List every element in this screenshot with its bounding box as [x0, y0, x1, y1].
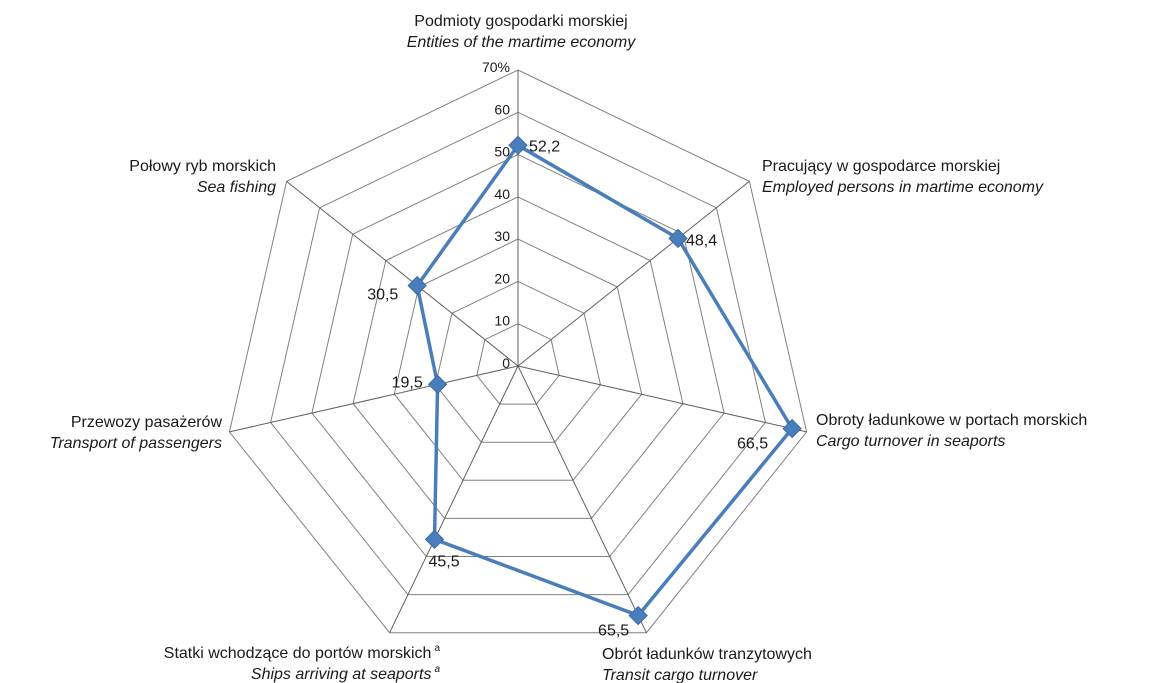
tick-label: 50 — [494, 144, 510, 160]
data-point — [782, 418, 802, 439]
axis-label-pl: Podmioty gospodarki morskiej — [414, 13, 627, 30]
axis-label-en: Transit cargo turnover — [602, 667, 758, 683]
data-point — [424, 529, 445, 550]
spoke-4 — [389, 365, 519, 633]
axis-label-en: Employed persons in martime economy — [762, 179, 1044, 196]
grid-ring-40 — [352, 196, 684, 519]
data-labels: 52,2 48,4 66,5 65,5 45,5 19,5 30,5 — [367, 138, 768, 639]
axis-label-en: Entities of the martime economy — [407, 34, 637, 51]
spoke-3 — [517, 365, 647, 633]
tick-label: 40 — [494, 186, 510, 202]
series-layer — [407, 135, 802, 626]
grid — [228, 69, 808, 634]
axis-label-en: Cargo turnover in seaports — [816, 433, 1005, 450]
data-point — [508, 135, 528, 155]
spoke-6 — [286, 181, 519, 367]
axis-label-en: Sea fishing — [197, 179, 276, 196]
data-point — [427, 374, 448, 395]
grid-ring-20 — [434, 280, 602, 443]
grid-ring-60 — [270, 111, 766, 596]
data-label: 45,5 — [429, 553, 460, 570]
axis-label-pl: Pracujący w gospodarce morskiej — [762, 158, 1000, 175]
spoke-5 — [229, 365, 519, 433]
grid-ring-70 — [228, 69, 808, 634]
data-label: 48,4 — [686, 232, 717, 249]
tick-labels: 0 10 20 30 40 50 60 70% — [482, 59, 510, 371]
tick-label: 60 — [494, 101, 510, 117]
axis-label-pl: Połowy ryb morskich — [129, 158, 276, 175]
data-label: 19,5 — [392, 374, 423, 391]
grid-ring-30 — [393, 238, 643, 481]
data-point — [668, 228, 688, 249]
axis-label-en: Ships arriving at seaports a — [251, 664, 441, 683]
tick-label: 20 — [494, 270, 510, 286]
data-label: 52,2 — [529, 138, 560, 155]
axis-labels: Podmioty gospodarki morskiej Entities of … — [50, 13, 1087, 683]
axis-label-pl: Przewozy pasażerów — [71, 414, 223, 431]
grid-ring-10 — [476, 323, 560, 405]
data-label: 30,5 — [367, 287, 398, 304]
data-label: 66,5 — [737, 436, 768, 453]
tick-label: 30 — [494, 228, 510, 244]
series-line — [415, 143, 794, 618]
tick-label: 10 — [494, 313, 510, 329]
data-point — [407, 275, 427, 296]
grid-ring-50 — [311, 154, 725, 557]
spoke-2 — [517, 365, 807, 433]
axis-label-en: Transport of passengers — [50, 435, 222, 452]
data-label: 65,5 — [598, 623, 629, 640]
tick-label: 70% — [482, 59, 510, 75]
axis-label-pl: Obrót ładunków tranzytowych — [602, 646, 812, 663]
spoke-1 — [517, 181, 750, 367]
axis-label-pl: Obroty ładunkowe w portach morskich — [816, 412, 1087, 429]
axis-label-pl: Statki wchodzące do portów morskich a — [164, 643, 441, 662]
data-point — [628, 605, 648, 626]
tick-label: 0 — [502, 355, 510, 371]
